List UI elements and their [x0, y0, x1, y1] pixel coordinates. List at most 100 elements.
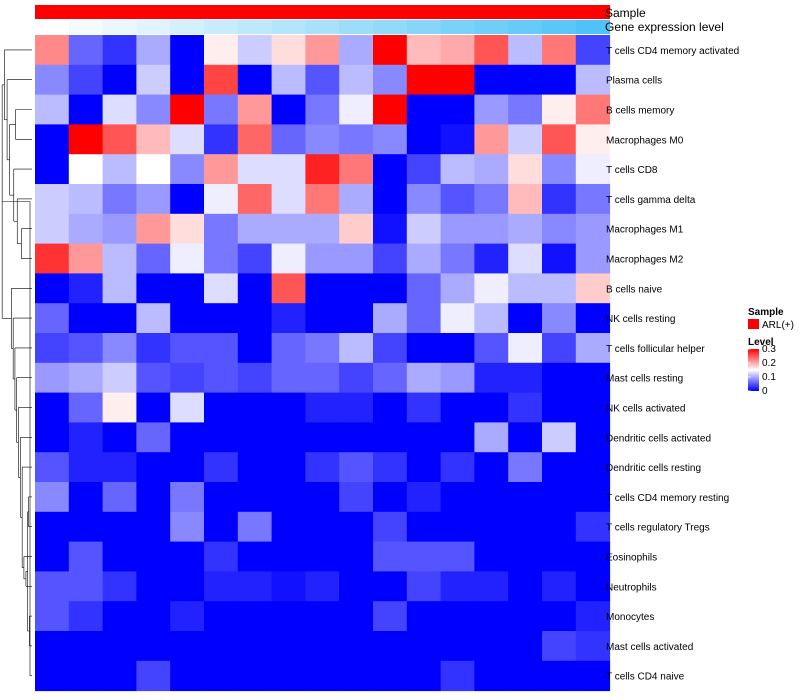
legend-level-gradient [748, 349, 759, 391]
heatmap-cell [271, 541, 306, 572]
heatmap-cell [136, 213, 171, 245]
heatmap-cell [373, 660, 408, 692]
heatmap-cell [440, 124, 475, 155]
heatmap-cell [474, 213, 509, 245]
heatmap-cell [305, 303, 340, 334]
heatmap-cell [440, 511, 475, 543]
heatmap-cell [373, 213, 408, 245]
heatmap-cell [339, 631, 374, 662]
heatmap-cell [237, 511, 273, 543]
heatmap-cell [406, 392, 442, 423]
sample-annotation-cell [305, 5, 340, 19]
heatmap-cell [68, 184, 104, 215]
heatmap-cell [68, 213, 104, 245]
heatmap-cell [542, 35, 577, 66]
heatmap-cell [406, 64, 442, 96]
heatmap-cell [136, 601, 171, 632]
heatmap-cell [68, 243, 104, 274]
heatmap-cell [542, 243, 577, 274]
heatmap-cell [373, 392, 408, 423]
heatmap-cell [575, 452, 611, 483]
heatmap-cell [204, 64, 239, 96]
heatmap-cell [406, 452, 442, 483]
gene-expression-level-cell [204, 20, 239, 34]
row-label: Dendritic cells resting [606, 463, 701, 474]
heatmap-cell [170, 333, 205, 364]
heatmap-cell [170, 273, 205, 304]
row-label: Neutrophils [606, 582, 657, 593]
heatmap-cell [339, 154, 374, 185]
heatmap-cell [406, 35, 442, 66]
heatmap-cell [102, 362, 137, 394]
heatmap-cell [271, 273, 306, 304]
heatmap-cell [440, 303, 475, 334]
heatmap-cell [305, 154, 340, 185]
heatmap-cell [474, 333, 509, 364]
sample-annotation-cell [508, 5, 543, 19]
heatmap-cell [508, 601, 543, 632]
heatmap-cell [339, 541, 374, 572]
heatmap-cell [575, 482, 611, 513]
heatmap-cell [237, 362, 273, 394]
heatmap-cell [440, 571, 475, 602]
legend-level-title: Level [748, 337, 774, 348]
heatmap-cell [542, 601, 577, 632]
gene-expression-level-cell [508, 20, 543, 34]
heatmap-cell [271, 362, 306, 394]
sample-annotation-cell [373, 5, 408, 19]
row-label: Mast cells activated [606, 642, 693, 653]
heatmap-cell [575, 124, 611, 155]
heatmap-cell [204, 482, 239, 513]
heatmap-cell [102, 35, 137, 66]
heatmap-cell [35, 303, 70, 334]
heatmap-cell [339, 243, 374, 274]
heatmap-cell [204, 213, 239, 245]
heatmap-cell [508, 213, 543, 245]
gene-expression-level-cell [542, 20, 577, 34]
heatmap-cell [542, 511, 577, 543]
heatmap-cell [68, 362, 104, 394]
heatmap-cell [237, 94, 273, 125]
heatmap-cell [305, 94, 340, 125]
row-label: T cells CD8 [606, 165, 658, 176]
heatmap-cell [170, 392, 205, 423]
heatmap-cell [508, 94, 543, 125]
heatmap-cell [136, 154, 171, 185]
sample-annotation-cell [102, 5, 137, 19]
heatmap-cell [102, 422, 137, 453]
heatmap-cell [35, 35, 70, 66]
heatmap-cell [474, 422, 509, 453]
heatmap-cell [406, 511, 442, 543]
heatmap-cell [508, 422, 543, 453]
heatmap-cell [35, 452, 70, 483]
heatmap-cell [542, 482, 577, 513]
heatmap-cell [136, 482, 171, 513]
heatmap-cell [35, 213, 70, 245]
heatmap-cell [339, 273, 374, 304]
legend-tick-label: 0.3 [762, 344, 776, 355]
heatmap-cell [305, 392, 340, 423]
heatmap-cell [237, 124, 273, 155]
heatmap-cell [204, 511, 239, 543]
heatmap-cell [406, 154, 442, 185]
heatmap-cell [508, 362, 543, 394]
heatmap-cell [204, 184, 239, 215]
heatmap-cell [373, 601, 408, 632]
heatmap-cell [237, 392, 273, 423]
heatmap-cell [237, 184, 273, 215]
heatmap-cell [68, 35, 104, 66]
heatmap-cell [204, 392, 239, 423]
sample-annotation-label: Sample [605, 6, 646, 20]
row-label: T cells follicular helper [606, 344, 705, 355]
heatmap-cell [102, 273, 137, 304]
gene-expression-level-cell [170, 20, 205, 34]
row-label: B cells naive [606, 284, 663, 295]
heatmap-cell [170, 482, 205, 513]
heatmap-cell [440, 64, 475, 96]
heatmap-cell [373, 64, 408, 96]
gene-expression-level-cell [339, 20, 374, 34]
heatmap-cell [474, 303, 509, 334]
heatmap-cell [575, 303, 611, 334]
gene-expression-level-cell [406, 20, 442, 34]
row-label: T cells CD4 memory resting [606, 493, 729, 504]
